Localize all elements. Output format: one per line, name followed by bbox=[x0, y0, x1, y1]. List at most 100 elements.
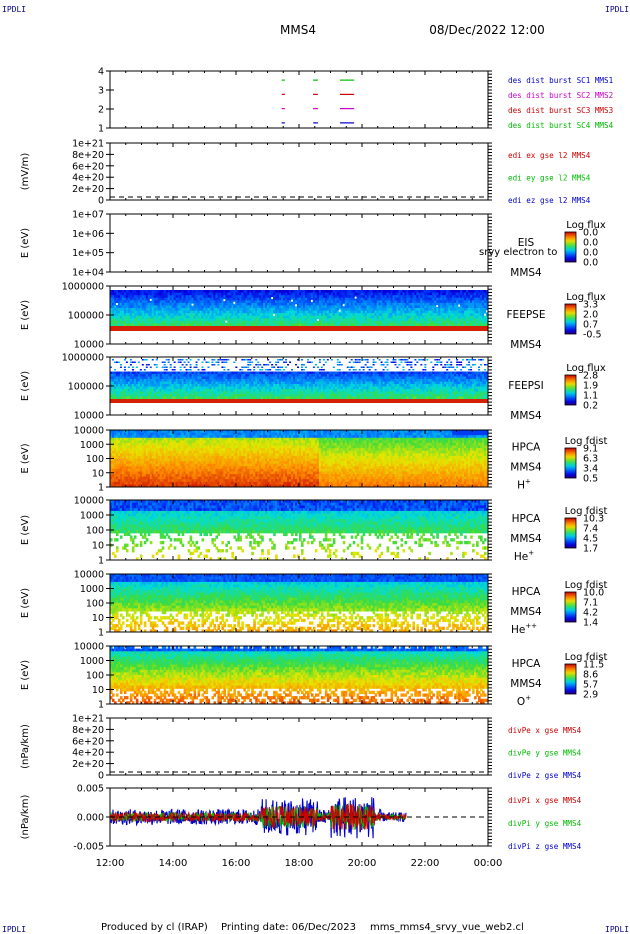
spectrogram-cell bbox=[480, 308, 483, 312]
spectrogram-cell bbox=[231, 295, 234, 299]
spectrogram-cell bbox=[454, 313, 457, 317]
spectrogram-cell bbox=[356, 376, 360, 380]
spectrogram-cell bbox=[271, 313, 274, 317]
spectrogram-cell bbox=[438, 320, 441, 325]
spectrogram-cell bbox=[239, 318, 242, 322]
spectrogram-cell bbox=[418, 290, 421, 294]
spectrogram-cell bbox=[133, 384, 137, 388]
spectrogram-cell bbox=[316, 374, 320, 378]
spectrogram-cell bbox=[173, 300, 177, 304]
spectrogram-cell bbox=[444, 323, 447, 327]
spectrogram-cell bbox=[324, 320, 328, 325]
spectrogram-cell bbox=[117, 381, 121, 385]
spectrogram-cell bbox=[203, 305, 207, 309]
spectrogram-cell bbox=[135, 318, 139, 322]
spectrogram-cell bbox=[157, 290, 161, 294]
spectrogram-cell bbox=[364, 310, 368, 314]
spectrogram-cell bbox=[354, 305, 358, 309]
spectrogram-cell bbox=[362, 326, 366, 331]
spectrogram-cell bbox=[193, 315, 197, 319]
spectrogram-cell bbox=[277, 394, 280, 398]
spectrogram-cell bbox=[157, 308, 161, 312]
spectrogram-cell bbox=[404, 326, 408, 331]
spectrogram-cell bbox=[199, 386, 203, 390]
spectrogram-cell bbox=[376, 313, 380, 317]
spectrogram-cell bbox=[484, 297, 487, 301]
spectrogram-cell bbox=[462, 318, 465, 322]
spectrogram-cell bbox=[330, 391, 334, 395]
spectrogram-cell bbox=[338, 297, 342, 301]
spectrogram-cell bbox=[432, 318, 435, 322]
spectrogram-cell bbox=[442, 313, 445, 317]
spectrogram-cell bbox=[300, 399, 304, 403]
spectrogram-cell bbox=[197, 305, 201, 309]
spectrogram-cell bbox=[444, 315, 447, 319]
spectrogram-cell bbox=[115, 389, 119, 393]
spectrogram-cell bbox=[247, 320, 250, 325]
spectrogram-cell bbox=[297, 384, 300, 388]
spectrogram-cell bbox=[338, 320, 342, 325]
spectrogram-cell bbox=[161, 318, 165, 322]
spectrogram-cell bbox=[219, 379, 223, 383]
spectrogram-cell bbox=[289, 371, 292, 375]
spectrogram-cell bbox=[131, 389, 135, 393]
spectrogram-cell bbox=[263, 295, 266, 299]
spectrogram-cell bbox=[193, 290, 197, 294]
spectrogram-cell bbox=[334, 295, 338, 299]
spectrogram-cell bbox=[295, 371, 298, 375]
spectrogram-cell bbox=[225, 384, 228, 388]
spectrogram-cell bbox=[336, 391, 340, 395]
spectrogram-cell bbox=[231, 318, 234, 322]
spectrogram-cell bbox=[440, 300, 443, 304]
spectrogram-cell bbox=[314, 323, 318, 327]
spectrogram-cell bbox=[322, 389, 326, 393]
spectrogram-cell bbox=[163, 290, 167, 294]
spectrogram-cell bbox=[426, 292, 429, 296]
spectrogram-cell bbox=[181, 381, 185, 385]
spectrogram-cell bbox=[324, 308, 328, 312]
spectrogram-cell bbox=[197, 386, 201, 390]
spectrogram-cell bbox=[191, 384, 195, 388]
spectrogram-cell bbox=[348, 318, 352, 322]
spectrogram-cell bbox=[149, 323, 153, 327]
spectrogram-cell bbox=[199, 320, 203, 325]
spectrogram-cell bbox=[261, 315, 264, 319]
spectrogram-cell bbox=[328, 396, 332, 400]
spectrogram-cell bbox=[141, 399, 145, 403]
spectrogram-cell bbox=[161, 290, 165, 294]
spectrogram-cell bbox=[285, 310, 288, 314]
spectrogram-cell bbox=[312, 302, 316, 307]
spectrogram-cell bbox=[486, 315, 488, 319]
spectrogram-cell bbox=[322, 290, 326, 294]
spectrogram-cell bbox=[133, 326, 137, 331]
spectrogram-cell bbox=[131, 374, 135, 378]
spectrogram-cell bbox=[342, 371, 346, 375]
spectrogram-cell bbox=[195, 374, 199, 378]
spectrogram-cell bbox=[314, 305, 318, 309]
spectrogram-cell bbox=[352, 386, 356, 390]
spectrogram-cell bbox=[330, 374, 334, 378]
spectrogram-cell bbox=[328, 394, 332, 398]
spectrogram-cell bbox=[366, 315, 370, 319]
spectrogram-cell bbox=[165, 315, 169, 319]
spectrogram-cell bbox=[241, 320, 244, 325]
spectrogram-cell bbox=[484, 323, 487, 327]
spectrogram-cell bbox=[205, 297, 209, 301]
spectrogram-cell bbox=[297, 310, 300, 314]
spectrogram-cell bbox=[110, 386, 113, 390]
spectrogram-cell bbox=[486, 323, 488, 327]
spectrogram-cell bbox=[310, 318, 314, 322]
spectrogram-cell bbox=[157, 384, 161, 388]
spectrogram-cell bbox=[127, 318, 131, 322]
spectrogram-cell bbox=[251, 394, 254, 398]
spectrogram-cell bbox=[257, 379, 260, 383]
spectrogram-cell bbox=[193, 302, 197, 307]
spectrogram-cell bbox=[470, 323, 473, 327]
spectrogram-cell bbox=[380, 323, 384, 327]
spectrogram-cell bbox=[191, 376, 195, 380]
spectrogram-cell bbox=[225, 302, 228, 307]
spectrogram-cell bbox=[271, 308, 274, 312]
spectrogram-cell bbox=[336, 359, 339, 361]
spectrogram-cell bbox=[211, 361, 214, 363]
spectrogram-cell bbox=[436, 302, 439, 307]
